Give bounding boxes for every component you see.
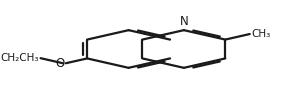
Text: CH₂CH₃: CH₂CH₃ [1, 53, 39, 63]
Text: N: N [179, 15, 188, 28]
Text: O: O [55, 57, 65, 70]
Text: CH₃: CH₃ [252, 29, 271, 39]
